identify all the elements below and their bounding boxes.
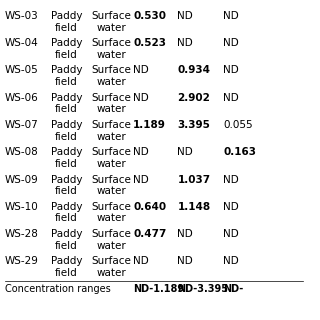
Text: 0.530: 0.530: [133, 11, 166, 21]
Text: ND: ND: [223, 175, 239, 185]
Text: 2.902: 2.902: [178, 93, 210, 103]
Text: ND: ND: [133, 256, 149, 267]
Text: 0.934: 0.934: [178, 66, 211, 76]
Text: Paddy
field: Paddy field: [51, 66, 82, 87]
Text: ND: ND: [178, 38, 193, 48]
Text: WS-08: WS-08: [4, 147, 38, 157]
Text: ND: ND: [223, 11, 239, 21]
Text: 0.055: 0.055: [223, 120, 253, 130]
Text: Surface
water: Surface water: [92, 202, 132, 223]
Text: 3.395: 3.395: [178, 120, 210, 130]
Text: WS-04: WS-04: [4, 38, 38, 48]
Text: Surface
water: Surface water: [92, 147, 132, 169]
Text: ND: ND: [133, 175, 149, 185]
Text: 0.523: 0.523: [133, 38, 166, 48]
Text: Surface
water: Surface water: [92, 11, 132, 33]
Text: 0.640: 0.640: [133, 202, 166, 212]
Text: Surface
water: Surface water: [92, 66, 132, 87]
Text: ND: ND: [223, 38, 239, 48]
Text: Surface
water: Surface water: [92, 93, 132, 114]
Text: Surface
water: Surface water: [92, 38, 132, 60]
Text: WS-03: WS-03: [4, 11, 38, 21]
Text: 1.148: 1.148: [178, 202, 211, 212]
Text: ND-: ND-: [223, 284, 244, 294]
Text: Paddy
field: Paddy field: [51, 175, 82, 196]
Text: Paddy
field: Paddy field: [51, 256, 82, 278]
Text: ND: ND: [178, 229, 193, 239]
Text: Paddy
field: Paddy field: [51, 147, 82, 169]
Text: Paddy
field: Paddy field: [51, 229, 82, 251]
Text: WS-09: WS-09: [4, 175, 38, 185]
Text: ND: ND: [133, 66, 149, 76]
Text: Paddy
field: Paddy field: [51, 93, 82, 114]
Text: ND: ND: [178, 147, 193, 157]
Text: 1.037: 1.037: [178, 175, 211, 185]
Text: ND: ND: [223, 93, 239, 103]
Text: WS-29: WS-29: [4, 256, 38, 267]
Text: 0.477: 0.477: [133, 229, 166, 239]
Text: Surface
water: Surface water: [92, 175, 132, 196]
Text: WS-10: WS-10: [4, 202, 38, 212]
Text: ND-3.395: ND-3.395: [178, 284, 228, 294]
Text: WS-07: WS-07: [4, 120, 38, 130]
Text: 0.163: 0.163: [223, 147, 256, 157]
Text: ND-1.189: ND-1.189: [133, 284, 184, 294]
Text: ND: ND: [133, 93, 149, 103]
Text: Surface
water: Surface water: [92, 256, 132, 278]
Text: ND: ND: [223, 202, 239, 212]
Text: WS-05: WS-05: [4, 66, 38, 76]
Text: Surface
water: Surface water: [92, 229, 132, 251]
Text: ND: ND: [223, 256, 239, 267]
Text: ND: ND: [178, 256, 193, 267]
Text: 1.189: 1.189: [133, 120, 166, 130]
Text: Paddy
field: Paddy field: [51, 38, 82, 60]
Text: Paddy
field: Paddy field: [51, 11, 82, 33]
Text: WS-28: WS-28: [4, 229, 38, 239]
Text: Concentration ranges: Concentration ranges: [4, 284, 110, 294]
Text: Paddy
field: Paddy field: [51, 202, 82, 223]
Text: Paddy
field: Paddy field: [51, 120, 82, 142]
Text: Surface
water: Surface water: [92, 120, 132, 142]
Text: ND: ND: [133, 147, 149, 157]
Text: ND: ND: [223, 66, 239, 76]
Text: ND: ND: [178, 11, 193, 21]
Text: ND: ND: [223, 229, 239, 239]
Text: WS-06: WS-06: [4, 93, 38, 103]
